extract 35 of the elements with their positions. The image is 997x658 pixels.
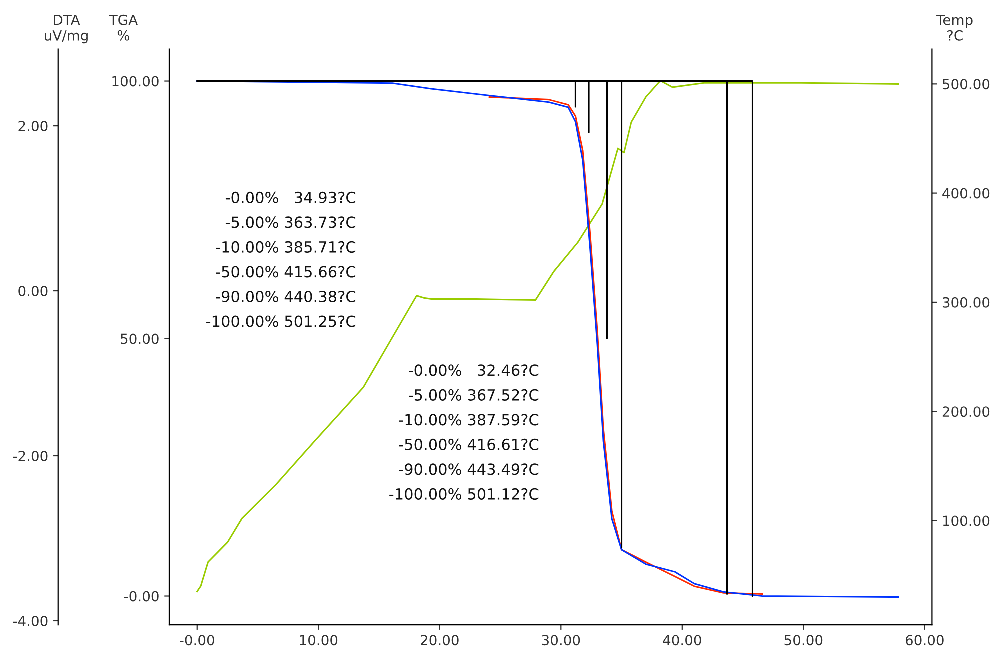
annotation: -50.00% 416.61?C [399, 438, 539, 450]
y3-tick-label: 0.00 [18, 286, 48, 297]
y3-tick-label: -4.00 [13, 616, 48, 626]
annotation: -100.00% 501.12?C [390, 488, 539, 500]
annotation: -100.00% 501.25?C [206, 316, 356, 328]
annotation: -90.00% 440.38?C [216, 290, 356, 303]
y-axis-title: TGA % [109, 14, 138, 41]
y2-tick-label: 400.00 [942, 188, 990, 199]
y-tick-label: 50.00 [121, 334, 159, 344]
y3-tick-label: -2.00 [13, 450, 48, 462]
annotation: -0.00% 34.93?C [226, 192, 356, 204]
y3-axis-title: DTA uV/mg [45, 15, 88, 44]
x-tick-label: 60.00 [906, 635, 944, 646]
y2-tick-label: 300.00 [942, 297, 990, 308]
annotation: -90.00% 443.49?C [399, 464, 539, 476]
x-tick-label: 40.00 [663, 635, 702, 646]
x-tick-label: 20.00 [421, 635, 459, 646]
x-tick-label: -0.00 [180, 635, 214, 646]
x-tick-label: 50.00 [784, 635, 823, 646]
y2-axis-title: Temp ?C [936, 15, 973, 41]
annotation: -5.00% 367.52?C [409, 389, 539, 401]
y-tick-label: 100.00 [112, 76, 159, 87]
annotation: -50.00% 415.66?C [216, 266, 356, 278]
annotation: -5.00% 363.73?C [226, 216, 356, 228]
y3-tick-label: 2.00 [18, 121, 48, 132]
y2-tick-label: 200.00 [942, 406, 990, 418]
x-tick-label: 30.00 [542, 635, 580, 646]
y2-tick-label: 500.00 [942, 79, 990, 90]
annotation: -10.00% 385.71?C [216, 241, 356, 253]
y2-tick-label: 100.00 [943, 516, 990, 526]
x-tick-label: 10.00 [300, 635, 338, 646]
annotation: -10.00% 387.59?C [399, 414, 539, 426]
y-tick-label: -0.00 [124, 591, 159, 602]
line-series [196, 80, 754, 598]
annotation: -0.00% 32.46?C [409, 364, 539, 376]
